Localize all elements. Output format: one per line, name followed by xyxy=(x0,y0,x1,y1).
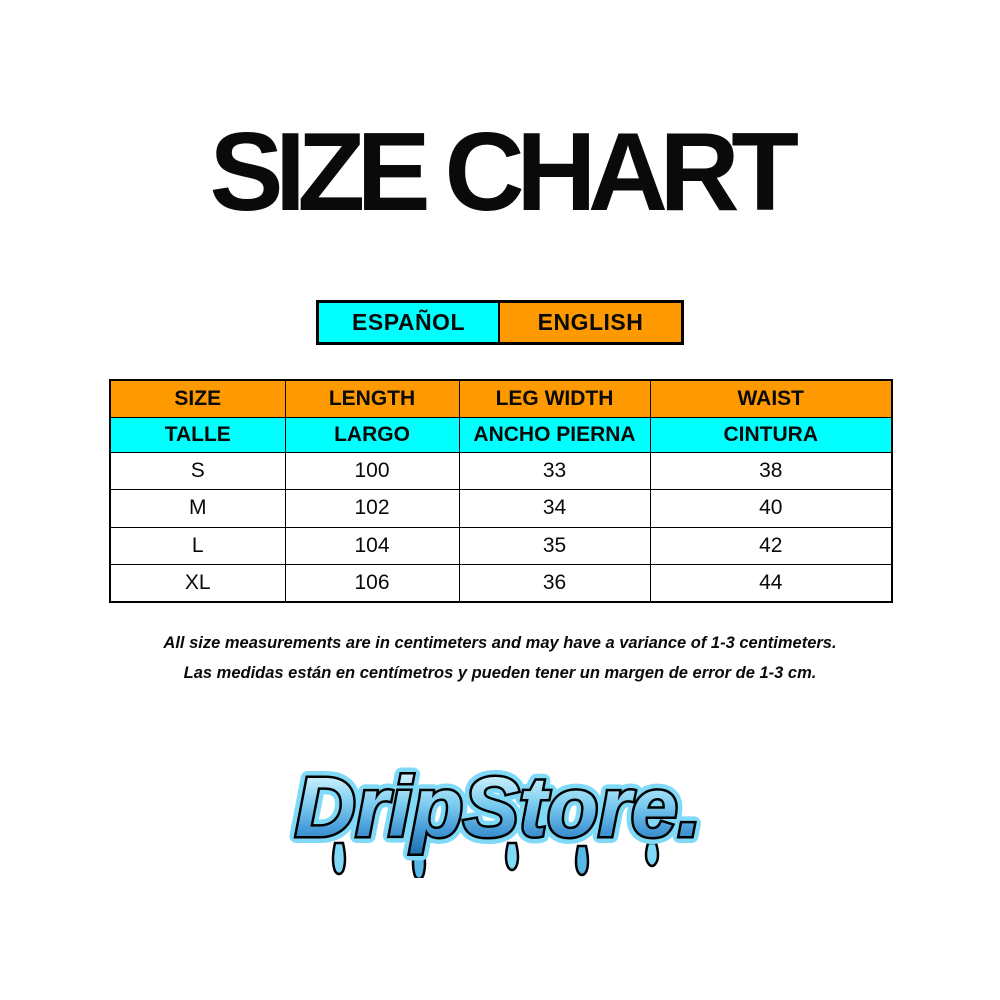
svg-text:DripStore.: DripStore. xyxy=(295,760,701,854)
